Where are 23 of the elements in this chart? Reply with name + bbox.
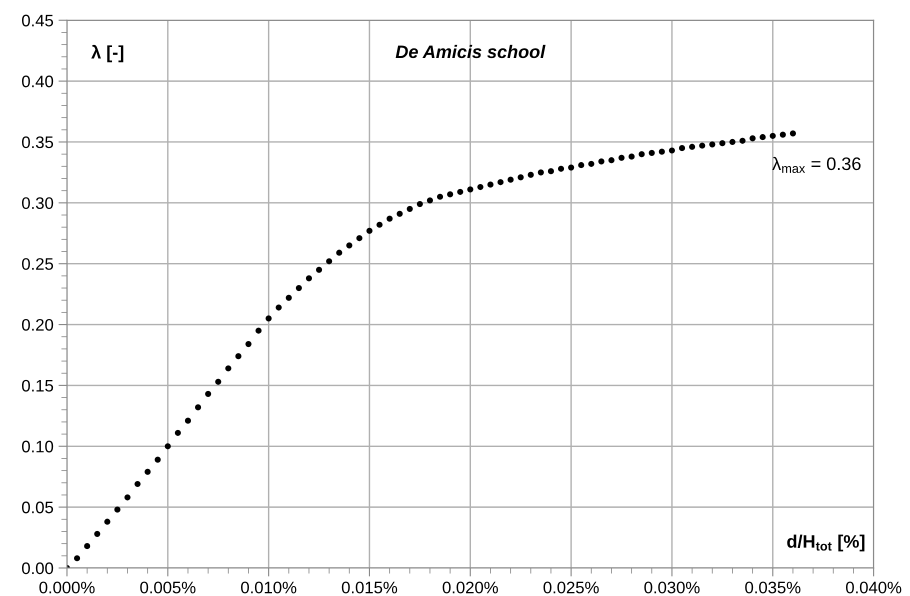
x-tick-label: 0.020% bbox=[442, 582, 498, 594]
y-tick-label: 0.30 bbox=[22, 197, 54, 210]
y-tick-label: 0.15 bbox=[22, 380, 54, 392]
x-axis-title: d/H$_{tot}$ [%] bbox=[787, 534, 864, 552]
x-tick-label: 0.000% bbox=[39, 582, 95, 594]
y-tick-label: 0.35 bbox=[22, 136, 54, 148]
x-tick-label: 0.015% bbox=[342, 582, 398, 594]
x-tick-label: 0.030% bbox=[644, 582, 700, 594]
x-tick-label: 0.025% bbox=[544, 582, 599, 594]
y-tick-label: 0.40 bbox=[22, 76, 54, 88]
y-axis-title: λ [-] bbox=[91, 44, 124, 62]
y-tick-label: 0.05 bbox=[22, 502, 54, 514]
y-tick-label: 0.20 bbox=[22, 318, 54, 331]
y-tick-label: 0.25 bbox=[22, 258, 54, 270]
x-tick-label: 0.035% bbox=[745, 582, 800, 594]
x-tick-label: 0.010% bbox=[241, 582, 296, 594]
y-tick-label: 0.10 bbox=[22, 440, 54, 452]
y-tick-label: 0.45 bbox=[22, 14, 54, 26]
x-tick-label: 0.005% bbox=[140, 582, 196, 594]
x-tick-label: 0.040% bbox=[846, 582, 902, 594]
y-tick-label: 0.00 bbox=[22, 562, 54, 574]
text: De Amicis school bbox=[396, 44, 546, 58]
annotation: λ$_{max}$ = 0.36 bbox=[772, 156, 861, 173]
